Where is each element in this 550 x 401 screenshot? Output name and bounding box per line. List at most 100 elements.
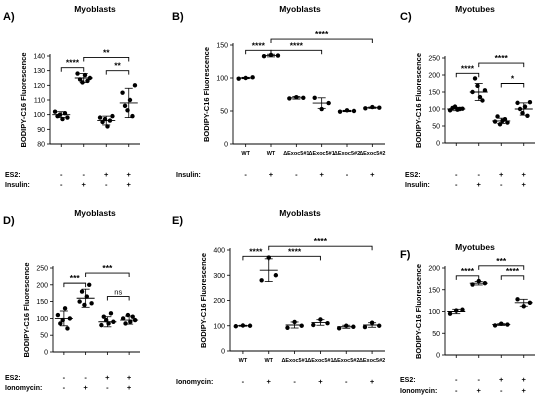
data-point	[337, 109, 343, 114]
condition-symbol: +	[82, 180, 87, 189]
significance-label: ****	[506, 266, 520, 276]
y-tick-label: 200	[213, 298, 225, 305]
y-axis-label: BODIPY-C16 Fluorescence	[414, 53, 423, 148]
data-point	[259, 278, 264, 283]
panel-e: E) Myoblasts BODIPY-C16 Fluorescence 0 100 20…	[172, 208, 385, 386]
panel-d: D) Myoblasts BODIPY-C16 Fluorescence 0 50 100…	[3, 208, 140, 392]
y-tick-label: 400	[213, 248, 225, 255]
significance-bracket	[83, 57, 130, 62]
condition-symbol: +	[499, 170, 504, 179]
category-label: WT	[264, 358, 273, 364]
condition-symbol: -	[478, 375, 481, 384]
y-tick-label: 130	[33, 68, 45, 75]
condition-symbol: -	[478, 170, 481, 179]
condition-symbol: -	[244, 170, 247, 179]
significance-label: ****	[315, 29, 329, 39]
significance-bracket	[270, 49, 323, 55]
y-tick-label: 50	[432, 124, 440, 131]
condition-symbol: +	[127, 170, 132, 179]
category-label: WT	[241, 151, 250, 157]
y-tick-label: 200	[428, 73, 440, 80]
y-tick-label: 0	[436, 353, 440, 360]
data-point	[79, 289, 85, 294]
y-tick-label: 150	[428, 90, 440, 97]
condition-symbol: -	[84, 373, 87, 382]
condition-symbol: -	[242, 377, 245, 386]
panel-title: Myoblasts	[279, 208, 321, 218]
category-label: ΔExoc5#1	[307, 358, 333, 364]
condition-symbol: +	[522, 180, 527, 189]
data-point	[527, 100, 533, 105]
condition-symbol: +	[522, 386, 527, 395]
panel-title: Myoblasts	[74, 208, 116, 218]
condition-symbol: +	[127, 383, 132, 392]
data-point	[287, 96, 292, 101]
data-point	[89, 301, 94, 306]
condition-symbol: -	[60, 180, 63, 189]
y-tick-label: 140	[33, 54, 45, 61]
data-point	[261, 54, 267, 59]
data-point	[362, 324, 368, 330]
condition-symbol: +	[499, 375, 504, 384]
category-label: ΔExoc5#1	[283, 151, 309, 157]
y-tick-label: 150	[428, 287, 440, 294]
panel-label: E)	[172, 215, 183, 227]
data-point	[505, 120, 510, 125]
significance-bracket	[245, 49, 272, 55]
y-tick-label: 100	[213, 323, 225, 330]
condition-label: ES2:	[400, 377, 416, 384]
condition-symbol: -	[105, 180, 108, 189]
significance-bracket	[500, 275, 525, 280]
y-tick-label: 250	[36, 266, 48, 273]
condition-symbol: -	[345, 377, 348, 386]
significance-label: ****	[495, 53, 509, 63]
condition-symbol: +	[127, 373, 132, 382]
category-label: ΔExoc5#1	[281, 358, 307, 364]
y-tick-label: 110	[34, 98, 45, 105]
significance-bracket	[455, 275, 480, 280]
significance-label: ****	[288, 246, 302, 256]
data-point	[97, 115, 103, 120]
data-point	[236, 76, 241, 81]
data-point	[65, 115, 70, 120]
panel-title: Myotubes	[455, 4, 495, 14]
y-axis-label: BODIPY-C16 Fluorescence	[22, 262, 31, 357]
y-tick-label: 0	[44, 350, 48, 357]
data-point	[99, 322, 104, 328]
category-label: ΔExoc5#1	[309, 151, 335, 157]
y-tick-label: 150	[36, 299, 48, 306]
significance-label: **	[103, 47, 110, 57]
y-tick-label: 100	[428, 107, 440, 114]
y-axis-label: BODIPY-C16 Fluorescence	[19, 52, 28, 147]
condition-symbol: +	[477, 180, 482, 189]
y-tick-label: 250	[428, 56, 440, 63]
data-point	[87, 282, 92, 287]
data-point	[58, 321, 63, 326]
y-tick-label: 300	[213, 273, 225, 280]
condition-symbol: -	[346, 170, 349, 179]
significance-label: ***	[496, 256, 507, 266]
significance-bracket	[268, 245, 373, 251]
panel-title: Myoblasts	[74, 4, 116, 14]
panel-f: F) Myotubes BODIPY-C16 Fluorescence 0 50 100 1…	[400, 242, 535, 395]
data-point	[525, 113, 530, 119]
condition-symbol: +	[522, 375, 527, 384]
condition-symbol: -	[106, 383, 109, 392]
significance-bracket	[105, 70, 130, 75]
y-tick-label: 100	[216, 76, 228, 83]
data-point	[515, 100, 520, 106]
data-point	[515, 297, 520, 302]
y-tick-label: 50	[40, 333, 48, 340]
significance-label: **	[114, 61, 121, 71]
panel-title: Myotubes	[455, 242, 495, 252]
data-point	[325, 321, 330, 326]
significance-bracket	[500, 83, 525, 88]
data-point	[130, 314, 135, 319]
y-tick-label: 0	[221, 349, 225, 356]
data-point	[319, 106, 324, 112]
significance-label: ****	[290, 40, 304, 50]
condition-label: Insulin:	[176, 172, 201, 179]
y-tick-label: 200	[428, 266, 440, 273]
data-point	[132, 83, 138, 88]
